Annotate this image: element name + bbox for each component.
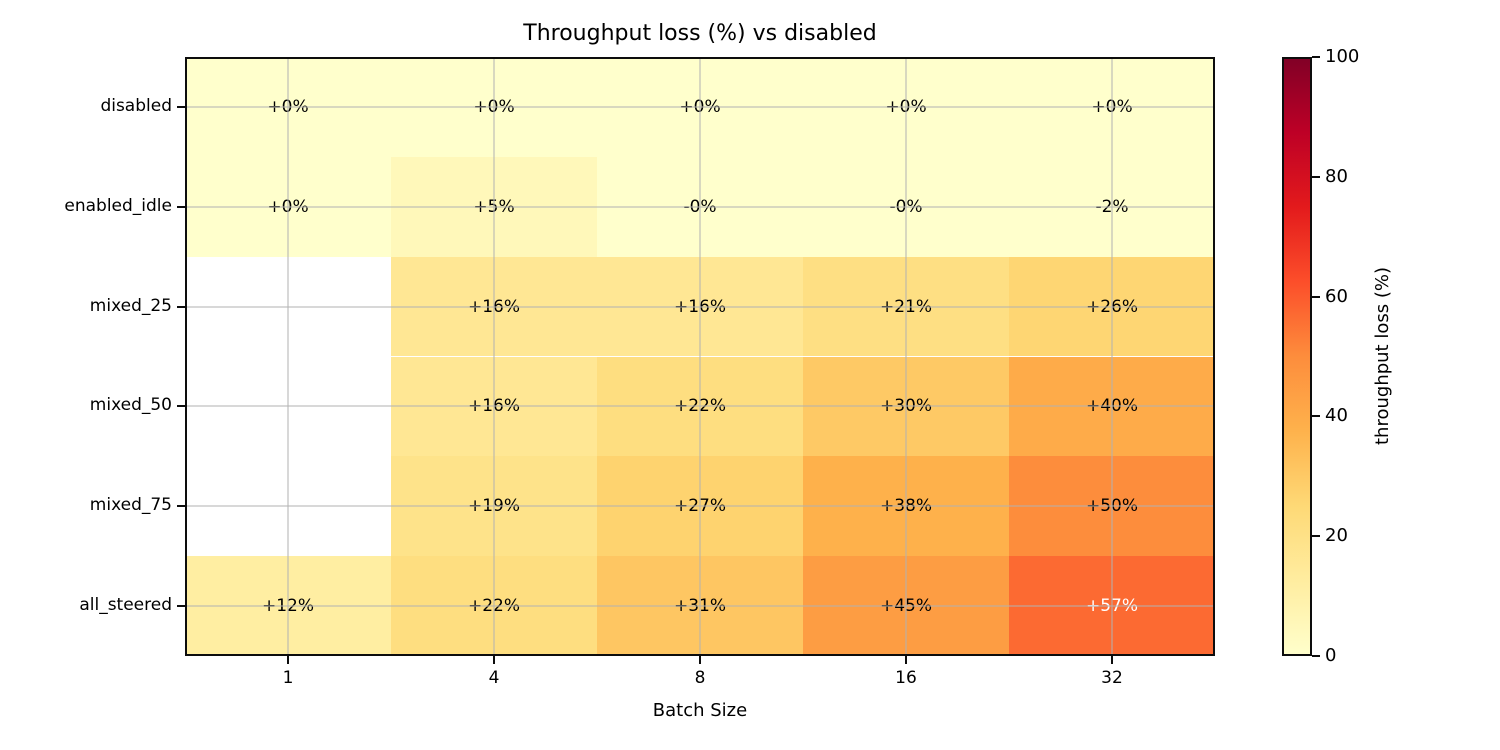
colorbar-tick-mark xyxy=(1312,655,1320,657)
colorbar-tick-label: 60 xyxy=(1325,285,1348,307)
gridline-vertical xyxy=(287,57,289,656)
gridline-horizontal xyxy=(185,605,1215,608)
gridline-horizontal xyxy=(185,205,1215,208)
chart-title: Throughput loss (%) vs disabled xyxy=(523,21,877,46)
gridline-horizontal xyxy=(185,405,1215,408)
y-tick-label: all_steered xyxy=(79,595,172,616)
colorbar-tick-label: 80 xyxy=(1325,165,1348,187)
x-tick-mark xyxy=(699,656,701,664)
y-tick-label: mixed_25 xyxy=(89,295,172,316)
gridline-vertical xyxy=(699,57,701,656)
x-tick-label: 1 xyxy=(282,668,294,688)
x-tick-label: 16 xyxy=(895,668,917,688)
gridline-horizontal xyxy=(185,105,1215,108)
x-tick-label: 4 xyxy=(488,668,500,688)
gridline-horizontal xyxy=(185,505,1215,508)
colorbar-tick-mark xyxy=(1312,295,1320,298)
x-tick-mark xyxy=(287,656,289,664)
heatmap-plot-area: +0%+0%+0%+0%+0%+0%+5%-0%-0%-2%+16%+16%+2… xyxy=(185,57,1215,656)
x-tick-mark xyxy=(493,656,495,664)
colorbar-tick-label: 100 xyxy=(1325,46,1360,67)
x-tick-mark xyxy=(1111,656,1113,664)
x-axis-label: Batch Size xyxy=(652,700,748,721)
y-tick-mark xyxy=(177,205,185,208)
gridline-vertical xyxy=(493,57,495,656)
colorbar-tick-mark xyxy=(1312,175,1320,178)
y-tick-mark xyxy=(177,305,185,308)
gridline-vertical xyxy=(1111,57,1113,656)
y-tick-label: mixed_50 xyxy=(89,395,172,416)
gridline-vertical xyxy=(905,57,907,656)
colorbar xyxy=(1282,57,1312,656)
y-tick-mark xyxy=(177,505,185,508)
colorbar-tick-label: 40 xyxy=(1325,405,1348,427)
x-tick-label: 32 xyxy=(1101,668,1123,688)
gridline-horizontal xyxy=(185,305,1215,308)
y-tick-mark xyxy=(177,405,185,408)
y-tick-label: disabled xyxy=(100,95,172,116)
colorbar-tick-mark xyxy=(1312,535,1320,538)
x-tick-label: 8 xyxy=(694,668,706,688)
y-tick-mark xyxy=(177,105,185,108)
colorbar-tick-label: 0 xyxy=(1325,645,1337,666)
colorbar-tick-mark xyxy=(1312,415,1320,418)
colorbar-tick-mark xyxy=(1312,56,1320,58)
colorbar-outline xyxy=(1282,57,1312,656)
x-tick-mark xyxy=(905,656,907,664)
y-tick-label: mixed_75 xyxy=(89,495,172,516)
y-tick-label: enabled_idle xyxy=(64,195,172,216)
colorbar-tick-label: 20 xyxy=(1325,525,1348,547)
y-tick-mark xyxy=(177,605,185,608)
colorbar-label: throughput loss (%) xyxy=(1372,267,1393,446)
